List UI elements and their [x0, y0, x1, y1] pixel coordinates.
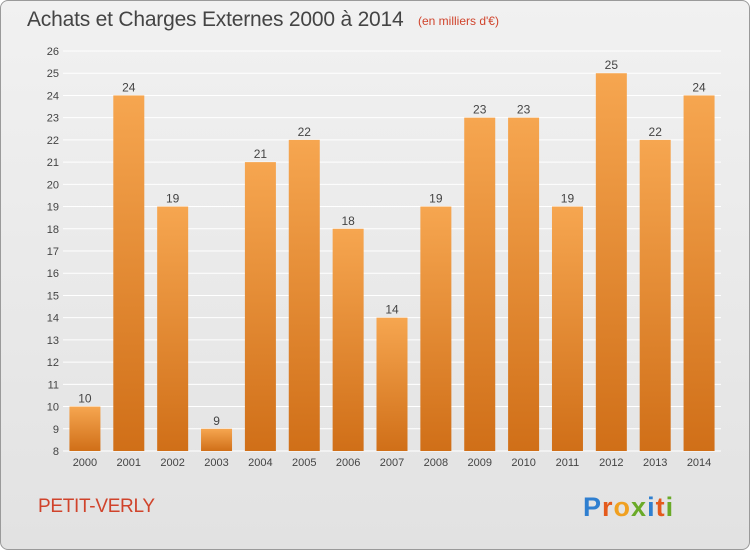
bar-value-labels: 10 24 19 9 21 22 18 14 19 23 23 19 25 22 24: [78, 58, 706, 428]
x-tick-label: 2001: [117, 457, 141, 469]
bar-value-label: 9: [213, 414, 220, 428]
y-tick-label: 16: [47, 268, 59, 280]
x-tick-label: 2010: [511, 457, 535, 469]
bar-2010: [508, 117, 540, 452]
bar-value-label: 10: [78, 392, 92, 406]
y-tick-label: 8: [53, 446, 59, 458]
bar-2004: [244, 162, 276, 451]
bar-2012: [595, 73, 627, 451]
bar-2001: [113, 95, 145, 451]
x-tick-label: 2011: [556, 457, 580, 469]
bar-value-label: 18: [341, 214, 355, 228]
x-tick-label: 2007: [380, 457, 404, 469]
bar-value-label: 19: [166, 192, 180, 206]
chart-title: Achats et Charges Externes 2000 à 2014: [27, 8, 404, 31]
x-tick-label: 2003: [204, 457, 228, 469]
y-tick-label: 21: [47, 157, 59, 169]
x-tick-label: 2000: [73, 457, 97, 469]
y-tick-label: 15: [47, 290, 59, 302]
bar-2003: [201, 428, 233, 451]
y-tick-label: 18: [47, 224, 59, 236]
proxiti-logo: Proxiti: [583, 489, 693, 525]
bar-value-label: 19: [429, 192, 443, 206]
bar-2008: [420, 206, 452, 451]
y-tick-label: 14: [47, 313, 59, 325]
x-tick-label: 2014: [687, 457, 711, 469]
x-tick-label: 2002: [160, 457, 184, 469]
bar-2002: [157, 206, 189, 451]
y-tick-label: 25: [47, 68, 59, 80]
bar-value-label: 14: [385, 303, 399, 317]
bar-value-label: 23: [473, 103, 487, 117]
x-axis-ticks: 2000 2001 2002 2003 2004 2005 2006 2007 2008 2009…: [73, 457, 712, 469]
bar-value-label: 24: [692, 80, 706, 94]
y-tick-label: 11: [48, 379, 59, 391]
x-tick-label: 2008: [424, 457, 448, 469]
bar-value-label: 23: [517, 103, 531, 117]
y-tick-label: 20: [47, 179, 59, 191]
bar-2011: [551, 206, 583, 451]
bar-2006: [332, 228, 364, 451]
y-tick-label: 19: [47, 202, 59, 214]
bar-2014: [683, 95, 715, 451]
x-tick-label: 2009: [467, 457, 491, 469]
y-tick-label: 24: [47, 90, 59, 102]
y-tick-label: 12: [47, 357, 59, 369]
y-tick-label: 26: [47, 46, 59, 58]
bar-2009: [464, 117, 496, 452]
place-name: PETIT-VERLY: [38, 496, 155, 517]
bar-2000: [69, 406, 101, 451]
x-tick-label: 2006: [336, 457, 360, 469]
y-tick-label: 13: [47, 335, 59, 347]
y-axis-ticks: 8 9 10 11 12 13 14 15 16 17 18 19 20 21 22 23 24 25 26: [47, 46, 59, 458]
bar-value-label: 22: [298, 125, 312, 139]
y-tick-label: 23: [47, 113, 59, 125]
x-tick-label: 2004: [248, 457, 272, 469]
y-tick-label: 17: [47, 246, 59, 258]
y-tick-label: 10: [47, 402, 59, 414]
bar-2005: [288, 139, 320, 451]
bar-value-label: 21: [254, 147, 268, 161]
bar-2007: [376, 317, 408, 451]
bar-value-label: 25: [605, 58, 619, 72]
x-tick-label: 2013: [643, 457, 667, 469]
bar-value-label: 24: [122, 80, 136, 94]
bar-value-label: 22: [649, 125, 663, 139]
bars: [69, 73, 715, 452]
svg-text:Proxiti: Proxiti: [583, 492, 674, 522]
y-tick-label: 22: [47, 135, 59, 147]
chart-unit-note: (en milliers d'€): [418, 14, 499, 28]
y-tick-label: 9: [53, 424, 59, 436]
bar-2013: [639, 139, 671, 451]
x-tick-label: 2012: [599, 457, 623, 469]
bar-value-label: 19: [561, 192, 575, 206]
x-tick-label: 2005: [292, 457, 316, 469]
